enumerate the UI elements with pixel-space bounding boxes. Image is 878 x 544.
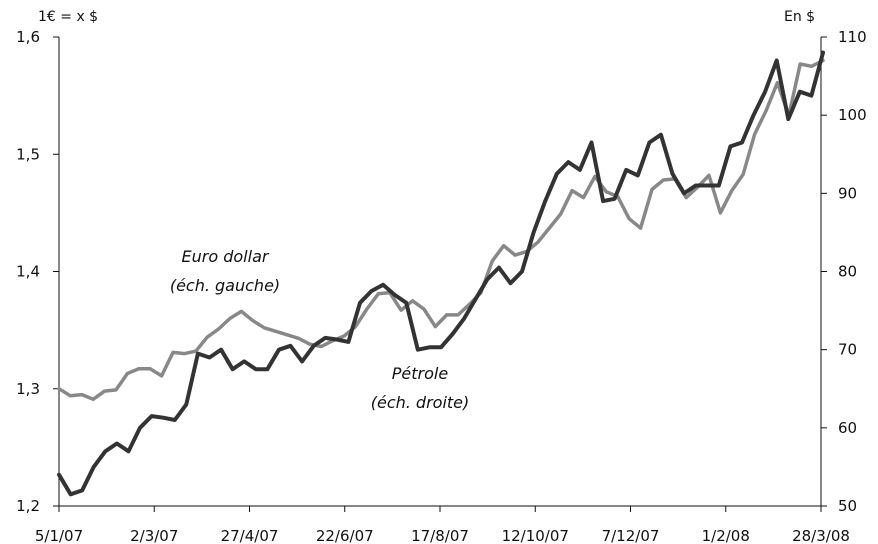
right-tick-label: 80 <box>838 263 857 281</box>
x-tick-label: 7/12/07 <box>602 527 660 544</box>
euro-dollar-series-line <box>57 58 825 402</box>
petrole-scale-label: (éch. droite) <box>371 393 470 412</box>
x-tick-label: 12/10/07 <box>502 527 569 544</box>
right-tick-label: 70 <box>838 341 857 359</box>
right-tick-label: 90 <box>838 184 857 202</box>
series-layer <box>57 50 825 497</box>
right-axis-ticks: 50 60 70 80 90 100 110 <box>821 28 867 515</box>
right-tick-label: 100 <box>838 106 867 124</box>
left-tick-label: 1,4 <box>16 263 40 281</box>
euro-dollar-scale-label: (éch. gauche) <box>170 276 280 295</box>
left-tick-label: 1,6 <box>16 28 40 46</box>
left-tick-label: 1,3 <box>16 380 40 398</box>
right-axis-unit: En $ <box>784 9 815 25</box>
right-tick-label: 110 <box>838 28 867 46</box>
x-tick-label: 17/8/07 <box>411 527 469 544</box>
x-tick-label: 22/6/07 <box>316 527 374 544</box>
axes <box>58 37 822 507</box>
right-tick-label: 60 <box>838 419 857 437</box>
x-axis-ticks: 5/1/07 2/3/07 27/4/07 22/6/07 17/8/07 12/10/0… <box>35 506 850 544</box>
petrole-series-line <box>57 50 825 497</box>
x-tick-label: 28/3/08 <box>792 527 850 544</box>
x-tick-label: 1/2/08 <box>702 527 750 544</box>
left-tick-label: 1,5 <box>16 145 40 163</box>
left-axis-unit: 1€ = x $ <box>38 9 98 25</box>
right-tick-label: 50 <box>838 497 857 515</box>
x-tick-label: 5/1/07 <box>35 527 83 544</box>
left-axis-ticks: 1,2 1,3 1,4 1,5 1,6 <box>16 28 59 515</box>
x-tick-label: 27/4/07 <box>221 527 279 544</box>
x-tick-label: 2/3/07 <box>130 527 178 544</box>
left-tick-label: 1,2 <box>16 497 40 515</box>
petrole-label: Pétrole <box>392 364 449 383</box>
euro-dollar-label: Euro dollar <box>182 247 270 266</box>
